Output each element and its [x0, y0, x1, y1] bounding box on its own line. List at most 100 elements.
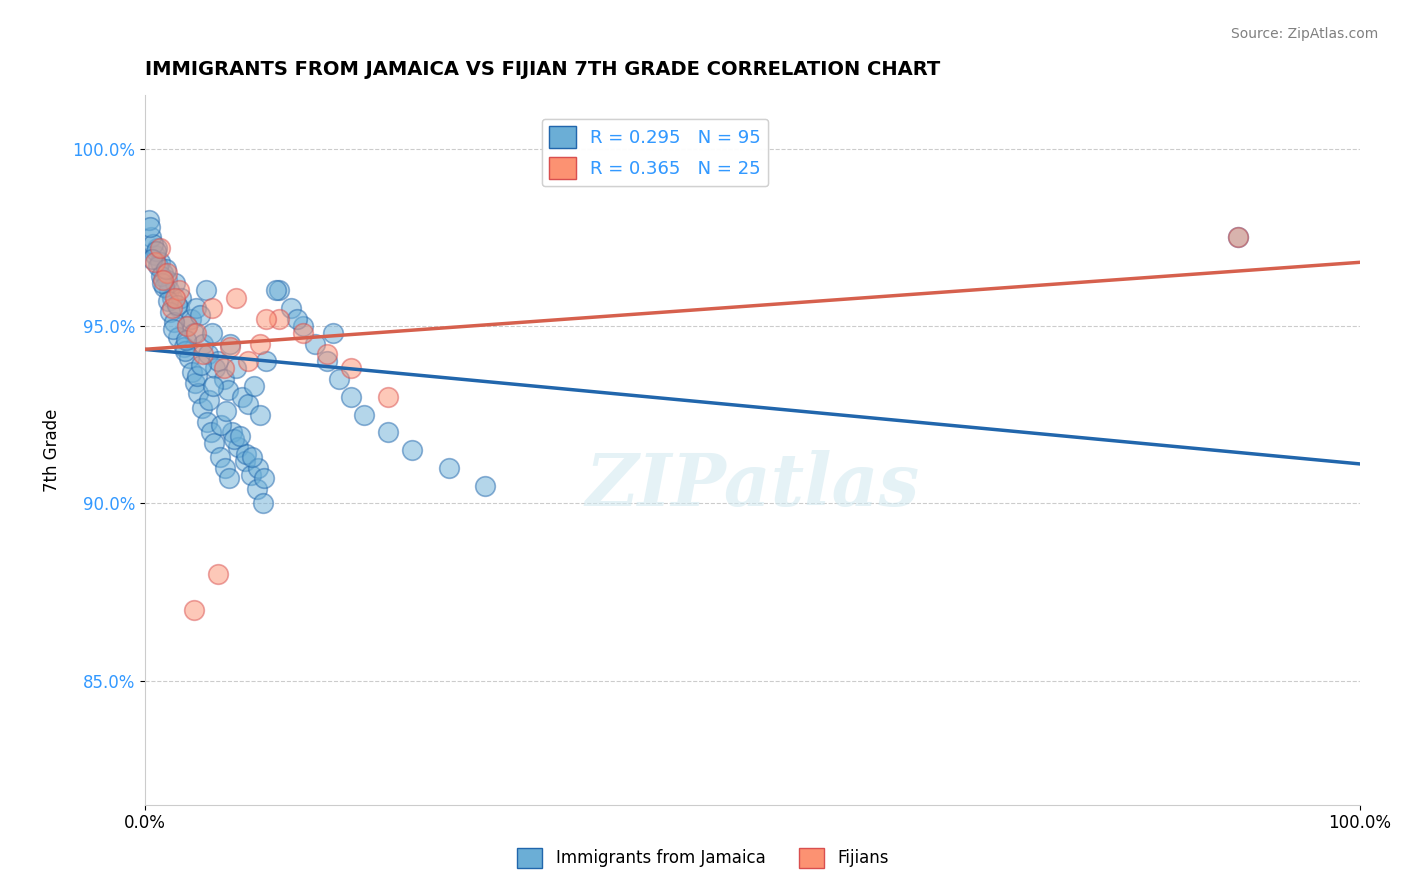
- Point: [152, 266, 174, 280]
- Point: [253, 471, 276, 485]
- Point: [187, 386, 209, 401]
- Point: [239, 467, 262, 482]
- Point: [246, 482, 269, 496]
- Point: [184, 301, 207, 316]
- Point: [240, 450, 263, 464]
- Point: [316, 354, 339, 368]
- Point: [174, 343, 197, 358]
- Text: IMMIGRANTS FROM JAMAICA VS FIJIAN 7TH GRADE CORRELATION CHART: IMMIGRANTS FROM JAMAICA VS FIJIAN 7TH GR…: [145, 60, 941, 78]
- Point: [176, 318, 198, 333]
- Point: [202, 436, 225, 450]
- Point: [146, 241, 169, 255]
- Text: Source: ZipAtlas.com: Source: ZipAtlas.com: [1230, 27, 1378, 41]
- Point: [219, 340, 242, 354]
- Point: [201, 326, 224, 340]
- Point: [191, 401, 214, 415]
- Point: [340, 361, 363, 376]
- Point: [246, 460, 269, 475]
- Point: [252, 496, 274, 510]
- Point: [264, 284, 287, 298]
- Point: [474, 478, 496, 492]
- Point: [285, 311, 308, 326]
- Point: [291, 318, 314, 333]
- Point: [243, 379, 266, 393]
- Point: [148, 255, 170, 269]
- Point: [165, 277, 187, 291]
- Point: [156, 266, 179, 280]
- Point: [142, 237, 165, 252]
- Point: [159, 304, 181, 318]
- Point: [148, 259, 170, 273]
- Point: [174, 333, 197, 347]
- Point: [280, 301, 302, 316]
- Point: [328, 372, 350, 386]
- Point: [207, 567, 229, 582]
- Point: [401, 443, 423, 458]
- Point: [190, 358, 212, 372]
- Point: [267, 311, 290, 326]
- Point: [377, 390, 399, 404]
- Point: [221, 425, 243, 440]
- Point: [143, 248, 166, 262]
- Point: [200, 425, 222, 440]
- Point: [183, 326, 205, 340]
- Point: [212, 372, 235, 386]
- Point: [166, 329, 188, 343]
- Point: [157, 284, 180, 298]
- Point: [184, 326, 207, 340]
- Point: [188, 308, 211, 322]
- Point: [145, 244, 167, 259]
- Point: [198, 393, 221, 408]
- Point: [193, 347, 215, 361]
- Point: [254, 311, 277, 326]
- Point: [212, 361, 235, 376]
- Text: ZIPatlas: ZIPatlas: [585, 450, 920, 521]
- Point: [231, 390, 253, 404]
- Point: [238, 397, 260, 411]
- Point: [340, 390, 363, 404]
- Point: [437, 460, 460, 475]
- Point: [225, 361, 247, 376]
- Point: [238, 354, 260, 368]
- Point: [233, 453, 256, 467]
- Point: [155, 262, 177, 277]
- Point: [254, 354, 277, 368]
- Point: [204, 361, 226, 376]
- Point: [177, 351, 200, 365]
- Point: [1227, 230, 1250, 244]
- Point: [160, 301, 183, 316]
- Point: [249, 408, 271, 422]
- Legend: R = 0.295   N = 95, R = 0.365   N = 25: R = 0.295 N = 95, R = 0.365 N = 25: [541, 119, 769, 186]
- Point: [353, 408, 375, 422]
- Point: [181, 365, 204, 379]
- Point: [139, 219, 162, 234]
- Point: [215, 404, 238, 418]
- Point: [209, 450, 232, 464]
- Point: [183, 602, 205, 616]
- Point: [218, 471, 240, 485]
- Point: [156, 273, 179, 287]
- Point: [162, 322, 184, 336]
- Point: [316, 347, 339, 361]
- Point: [160, 291, 183, 305]
- Point: [267, 284, 290, 298]
- Point: [149, 269, 172, 284]
- Point: [176, 318, 198, 333]
- Point: [304, 336, 326, 351]
- Point: [291, 326, 314, 340]
- Point: [377, 425, 399, 440]
- Point: [166, 298, 188, 312]
- Point: [197, 347, 219, 361]
- Point: [152, 273, 174, 287]
- Point: [1227, 230, 1250, 244]
- Point: [222, 433, 245, 447]
- Point: [201, 301, 224, 316]
- Point: [167, 284, 190, 298]
- Point: [141, 252, 163, 266]
- Point: [225, 291, 247, 305]
- Point: [148, 241, 170, 255]
- Point: [184, 376, 207, 390]
- Legend: Immigrants from Jamaica, Fijians: Immigrants from Jamaica, Fijians: [510, 841, 896, 875]
- Y-axis label: 7th Grade: 7th Grade: [44, 409, 60, 491]
- Point: [165, 291, 187, 305]
